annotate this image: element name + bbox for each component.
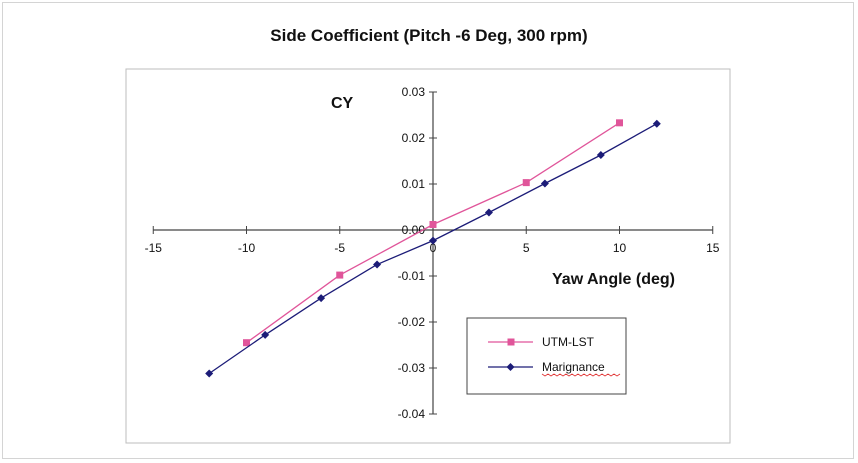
data-point-square <box>243 339 250 347</box>
data-point-diamond <box>540 179 549 188</box>
data-point-diamond <box>652 119 661 128</box>
y-tick-label: -0.01 <box>398 269 426 283</box>
y-tick-label: -0.04 <box>398 407 426 421</box>
x-tick-label: 10 <box>613 241 627 255</box>
y-tick-label: 0.00 <box>402 223 426 237</box>
legend-box <box>466 317 627 395</box>
legend-label-marignance: Marignance <box>542 360 605 374</box>
data-point-square <box>522 179 530 187</box>
y-tick-label: 0.03 <box>402 85 426 99</box>
x-tick-label: -10 <box>238 241 256 255</box>
y-axis-title: CY <box>331 95 354 112</box>
data-point-diamond <box>429 236 437 245</box>
data-point-square <box>616 119 623 127</box>
x-tick-label: -5 <box>334 241 345 255</box>
data-point-square <box>429 220 437 228</box>
x-tick-label: 0 <box>430 241 437 255</box>
legend-label-utm: UTM-LST <box>542 335 595 349</box>
y-tick-label: 0.02 <box>402 131 426 145</box>
data-point-square <box>336 271 344 279</box>
plot-box <box>125 68 731 444</box>
data-point-diamond <box>596 151 605 160</box>
data-point-diamond <box>205 369 214 378</box>
series-group <box>205 119 661 378</box>
chart-title: Side Coefficient (Pitch -6 Deg, 300 rpm) <box>270 26 588 45</box>
spellcheck-underline <box>541 373 621 377</box>
legend-marker-utm <box>507 338 515 346</box>
legend-marker-marignance <box>506 363 515 371</box>
x-axis-title: Yaw Angle (deg) <box>552 271 675 288</box>
x-tick-label: -15 <box>145 241 163 255</box>
data-point-diamond <box>317 294 326 303</box>
ticks: -15 -10 -5 0 5 10 15 0.03 0.02 0.01 0.00 -0.01 -0.02… <box>145 85 720 421</box>
data-point-diamond <box>484 208 493 217</box>
legend: UTM-LST Marignance <box>466 317 627 395</box>
y-tick-label: -0.02 <box>398 315 426 329</box>
data-point-diamond <box>373 260 382 269</box>
x-tick-label: 5 <box>523 241 530 255</box>
y-tick-label: 0.01 <box>402 177 426 191</box>
y-tick-label: -0.03 <box>398 361 426 375</box>
data-point-diamond <box>261 330 270 339</box>
x-tick-label: 15 <box>706 241 720 255</box>
